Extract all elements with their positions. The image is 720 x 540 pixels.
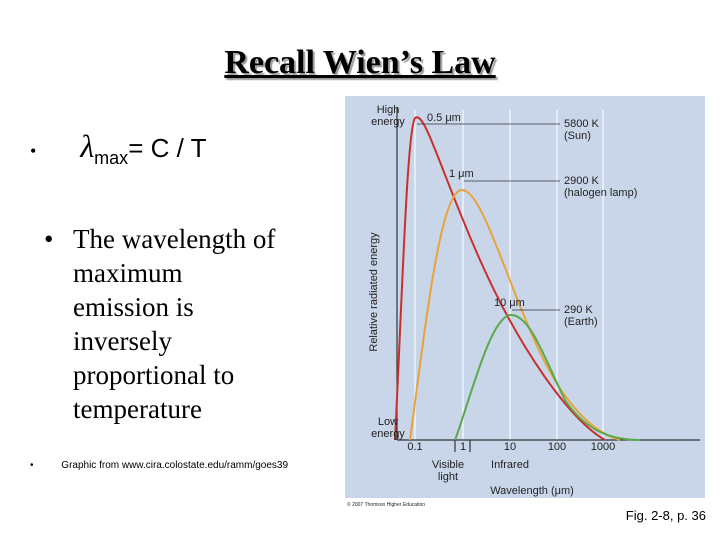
high-energy-label: High (377, 104, 400, 116)
curve-lamp (409, 188, 621, 441)
source-label: (Earth) (564, 316, 598, 328)
formula-rhs: = C / T (128, 133, 207, 163)
formula-bullet: • λmax= C / T (30, 128, 207, 168)
band-label: Visible (432, 459, 464, 471)
curve-sun (394, 116, 606, 441)
statement-line: The wavelength of (73, 224, 276, 254)
x-tick-label: 0.1 (407, 441, 422, 453)
temperature-label: 5800 K (564, 118, 600, 130)
statement-line: proportional to (73, 360, 235, 390)
x-tick-label: 10 (504, 441, 516, 453)
statement-line: inversely (73, 326, 172, 356)
credit-bullet: • Graphic from www.cira.colostate.edu/ra… (30, 460, 289, 471)
peak-label: 10 μm (494, 297, 525, 309)
statement-line: maximum (73, 258, 183, 288)
band-label: light (438, 471, 458, 483)
x-tick-label: 1000 (591, 441, 615, 453)
statement-line: temperature (73, 394, 202, 424)
high-energy-label: energy (371, 116, 405, 128)
source-label: (Sun) (564, 130, 591, 142)
leader-lines (417, 123, 560, 311)
slide-title: Recall Wien’s Law (224, 44, 496, 81)
peak-label: 1 μm (449, 168, 474, 180)
statement-bullet: • The wavelength of maximum emission is inve… (40, 222, 275, 426)
y-axis-label: Relative radiated energy (368, 232, 380, 352)
x-tick-label: 1 (460, 441, 466, 453)
copyright: © 2007 Thomson Higher Education (347, 501, 425, 508)
formula-symbol: λ (80, 128, 95, 164)
temperature-label: 2900 K (564, 175, 600, 187)
peak-label: 0.5 μm (427, 112, 461, 124)
low-energy-label: Low (378, 416, 398, 428)
statement-line: emission is (73, 292, 194, 322)
x-tick-label: 100 (548, 441, 566, 453)
band-label: Infrared (491, 459, 529, 471)
formula-subscript: max (94, 148, 129, 168)
low-energy-label: energy (371, 428, 405, 440)
figure-caption: Fig. 2-8, p. 36 (625, 508, 706, 523)
source-label: (halogen lamp) (564, 187, 637, 199)
temperature-label: 290 K (564, 304, 593, 316)
figure-background (345, 96, 705, 498)
credit-text: Graphic from www.cira.colostate.edu/ramm… (61, 460, 289, 471)
curve-earth (454, 313, 641, 441)
x-axis-label: Wavelength (μm) (490, 485, 574, 497)
